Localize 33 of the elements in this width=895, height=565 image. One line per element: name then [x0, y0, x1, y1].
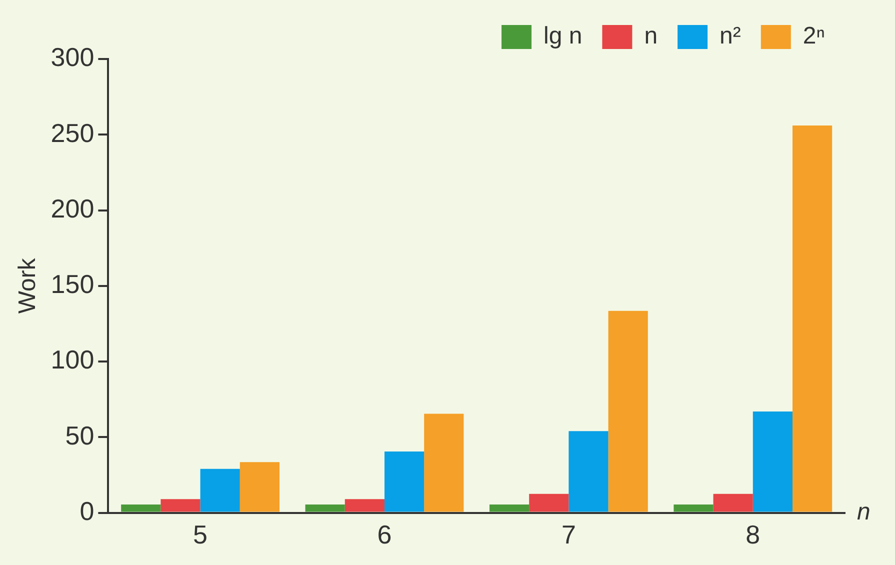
y-tick-label: 150 — [50, 269, 94, 300]
bar — [674, 504, 714, 512]
bar — [568, 431, 608, 512]
legend-label: 2ⁿ — [802, 22, 826, 50]
bar — [792, 126, 832, 512]
legend-label: lg n — [544, 22, 582, 50]
bar — [121, 504, 161, 512]
bar — [344, 499, 384, 512]
x-tick-label: 7 — [561, 520, 576, 550]
y-tick-label: 200 — [50, 193, 94, 224]
bar — [305, 504, 345, 512]
x-tick-label: 5 — [193, 520, 208, 550]
y-tick-label: 0 — [80, 496, 94, 526]
bar — [752, 411, 792, 512]
y-axis-title: Work — [14, 257, 42, 314]
legend-label: n — [644, 22, 658, 50]
bar — [384, 452, 424, 512]
x-tick-label: 8 — [746, 520, 760, 550]
legend-label: n² — [720, 22, 741, 50]
y-tick-label: 250 — [50, 118, 94, 148]
bar — [529, 494, 569, 512]
bar — [160, 499, 200, 512]
bar — [424, 414, 464, 512]
y-tick-label: 300 — [50, 42, 94, 72]
x-tick-label: 6 — [377, 520, 392, 550]
x-axis-title: n — [857, 498, 870, 526]
bar — [240, 462, 280, 512]
bar — [608, 310, 648, 512]
bar — [713, 494, 753, 512]
bar — [489, 504, 530, 512]
bar — [200, 468, 240, 512]
y-tick-label: 50 — [65, 420, 94, 450]
y-tick-label: 100 — [50, 344, 94, 375]
